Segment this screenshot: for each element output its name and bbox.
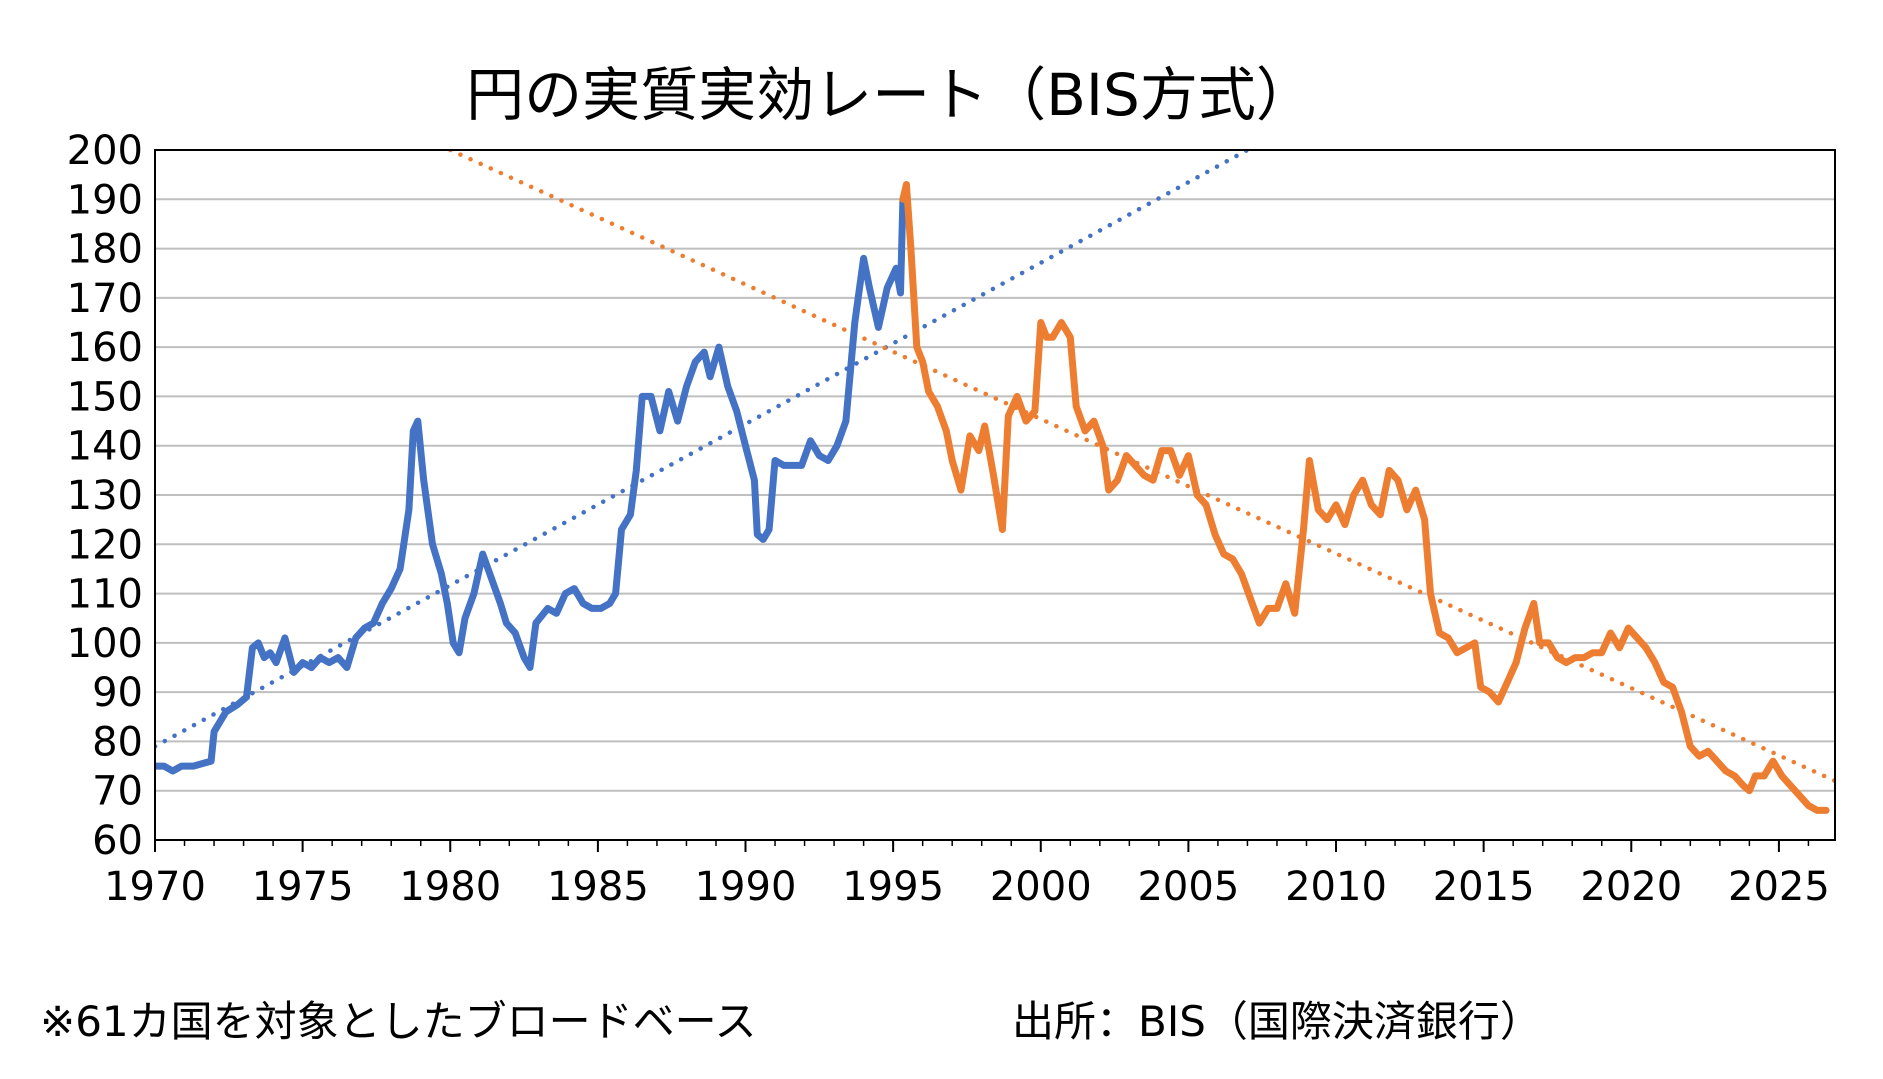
y-tick-label: 180 [67, 227, 143, 273]
y-tick-label: 160 [67, 325, 143, 371]
y-tick-label: 170 [67, 276, 143, 322]
trend-line-3 [448, 150, 1835, 784]
chart-title: 円の実質実効レート（BIS方式） [466, 61, 1314, 129]
y-tick-label: 150 [67, 374, 143, 420]
series-lines [155, 150, 1835, 814]
y-tick-label: 200 [67, 128, 143, 174]
rate-line-1 [899, 181, 1830, 814]
y-tick-label: 110 [67, 572, 143, 618]
y-tick-label: 130 [67, 473, 143, 519]
x-tick-label: 1975 [252, 864, 354, 910]
y-tick-label: 60 [92, 818, 143, 864]
footnote-coverage: ※61カ国を対象としたブロードベース [40, 997, 757, 1046]
y-tick-label: 80 [92, 719, 143, 765]
x-tick-label: 1970 [104, 864, 206, 910]
x-tick-label: 1980 [399, 864, 501, 910]
y-tick-label: 190 [67, 177, 143, 223]
x-tick-label: 1985 [547, 864, 649, 910]
rate-line-0 [155, 195, 907, 775]
y-tick-label: 70 [92, 769, 143, 815]
x-tick-label: 2005 [1137, 864, 1239, 910]
x-tick-label: 2025 [1728, 864, 1830, 910]
x-tick-label: 2000 [990, 864, 1092, 910]
plot-frame [154, 149, 1836, 841]
y-tick-label: 100 [67, 621, 143, 667]
x-tick-label: 1990 [695, 864, 797, 910]
x-axis-ticks: 1970 1975 1980 1985 1990 1995 2000 2005 2010 2015… [104, 840, 1830, 910]
x-tick-label: 2015 [1433, 864, 1535, 910]
x-tick-label: 2020 [1580, 864, 1682, 910]
x-tick-label: 2010 [1285, 864, 1387, 910]
x-tick-label: 1995 [842, 864, 944, 910]
y-axis-ticks: 6070809010011012013014015016017018019020… [67, 128, 143, 864]
y-tick-label: 140 [67, 424, 143, 470]
y-tick-label: 90 [92, 670, 143, 716]
y-tick-label: 120 [67, 522, 143, 568]
footnote-source: 出所：BIS（国際決済銀行） [1012, 997, 1542, 1046]
trend-line-2 [155, 150, 1250, 749]
